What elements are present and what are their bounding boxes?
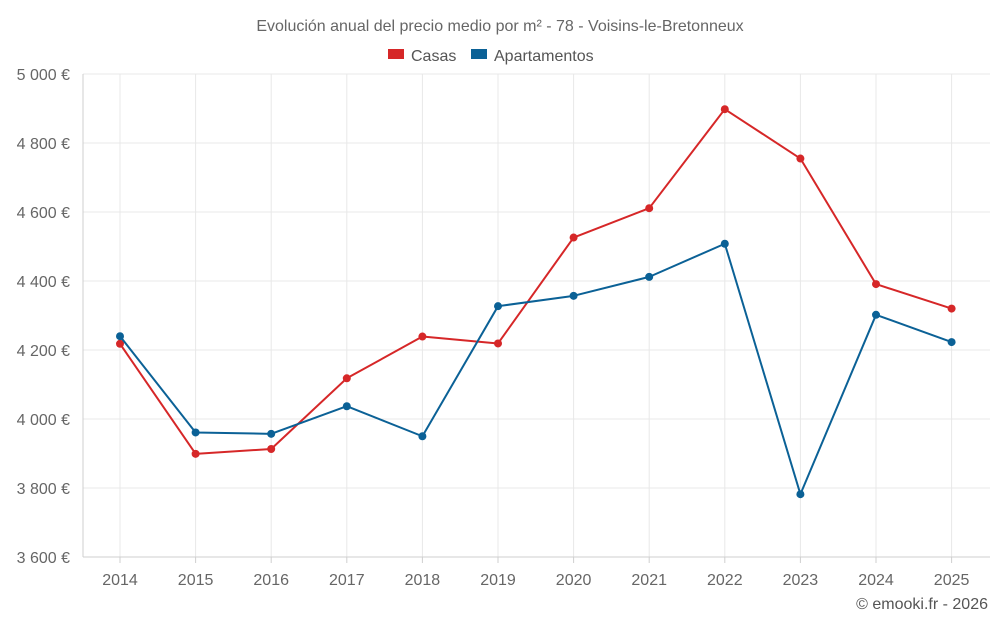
data-point-apartamentos[interactable] [418,432,427,441]
data-point-apartamentos[interactable] [872,310,880,319]
y-tick-label: 3 600 € [17,550,70,567]
data-point-casas[interactable] [342,374,351,383]
x-tick-label: 2014 [102,572,138,589]
data-point-casas[interactable] [191,449,200,458]
x-tick-label: 2017 [329,572,365,589]
x-tick-label: 2023 [783,572,819,589]
data-point-apartamentos[interactable] [720,239,729,248]
data-point-apartamentos[interactable] [569,291,578,300]
x-tick-label: 2021 [631,572,667,589]
series-line-casas [119,108,952,455]
axes: 3 600 € 3 800 € 4 000 € 4 200 € 4 400 € 4 600… [17,67,990,589]
x-tick-label: 2018 [405,572,441,589]
y-tick-label: 5 000 € [17,67,70,84]
data-point-casas[interactable] [796,154,805,163]
credit-text: © emooki.fr - 2026 [856,596,988,613]
x-tick-label: 2025 [934,572,970,589]
data-point-apartamentos[interactable] [796,490,805,499]
x-tick-label: 2022 [707,572,743,589]
data-point-casas[interactable] [116,339,124,348]
legend-label-casas: Casas [411,48,456,65]
data-point-apartamentos[interactable] [267,429,276,438]
legend-item-casas[interactable]: Casas [388,48,456,65]
data-point-casas[interactable] [418,332,427,341]
data-point-casas[interactable] [872,280,880,289]
data-point-apartamentos[interactable] [191,428,200,437]
y-tick-label: 4 600 € [17,205,70,222]
data-point-casas[interactable] [720,105,729,114]
y-tick-label: 4 000 € [17,412,70,429]
data-point-casas[interactable] [267,445,276,454]
data-point-casas[interactable] [645,204,654,213]
data-point-casas[interactable] [947,304,956,313]
data-point-casas[interactable] [569,233,578,242]
legend: Casas Apartamentos [388,48,594,65]
legend-item-apartamentos[interactable]: Apartamentos [471,48,594,65]
data-point-apartamentos[interactable] [645,272,654,281]
data-point-apartamentos[interactable] [342,402,351,411]
chart-title: Evolución anual del precio medio por m² … [256,18,743,35]
grid [83,73,990,558]
x-tick-label: 2015 [178,572,214,589]
y-tick-label: 3 800 € [17,481,70,498]
data-point-apartamentos[interactable] [116,332,124,341]
series-line-apartamentos [119,242,952,496]
legend-swatch-apartamentos [471,49,487,59]
data-point-apartamentos[interactable] [494,302,502,311]
y-tick-label: 4 400 € [17,274,70,291]
y-tick-label: 4 200 € [17,343,70,360]
x-tick-label: 2019 [480,572,516,589]
series [116,105,956,499]
data-point-casas[interactable] [494,339,502,348]
legend-label-apartamentos: Apartamentos [494,48,594,65]
data-point-apartamentos[interactable] [947,338,956,347]
x-tick-label: 2016 [253,572,289,589]
legend-swatch-casas [388,49,404,59]
x-tick-label: 2020 [556,572,592,589]
x-tick-label: 2024 [858,572,894,589]
y-tick-label: 4 800 € [17,136,70,153]
